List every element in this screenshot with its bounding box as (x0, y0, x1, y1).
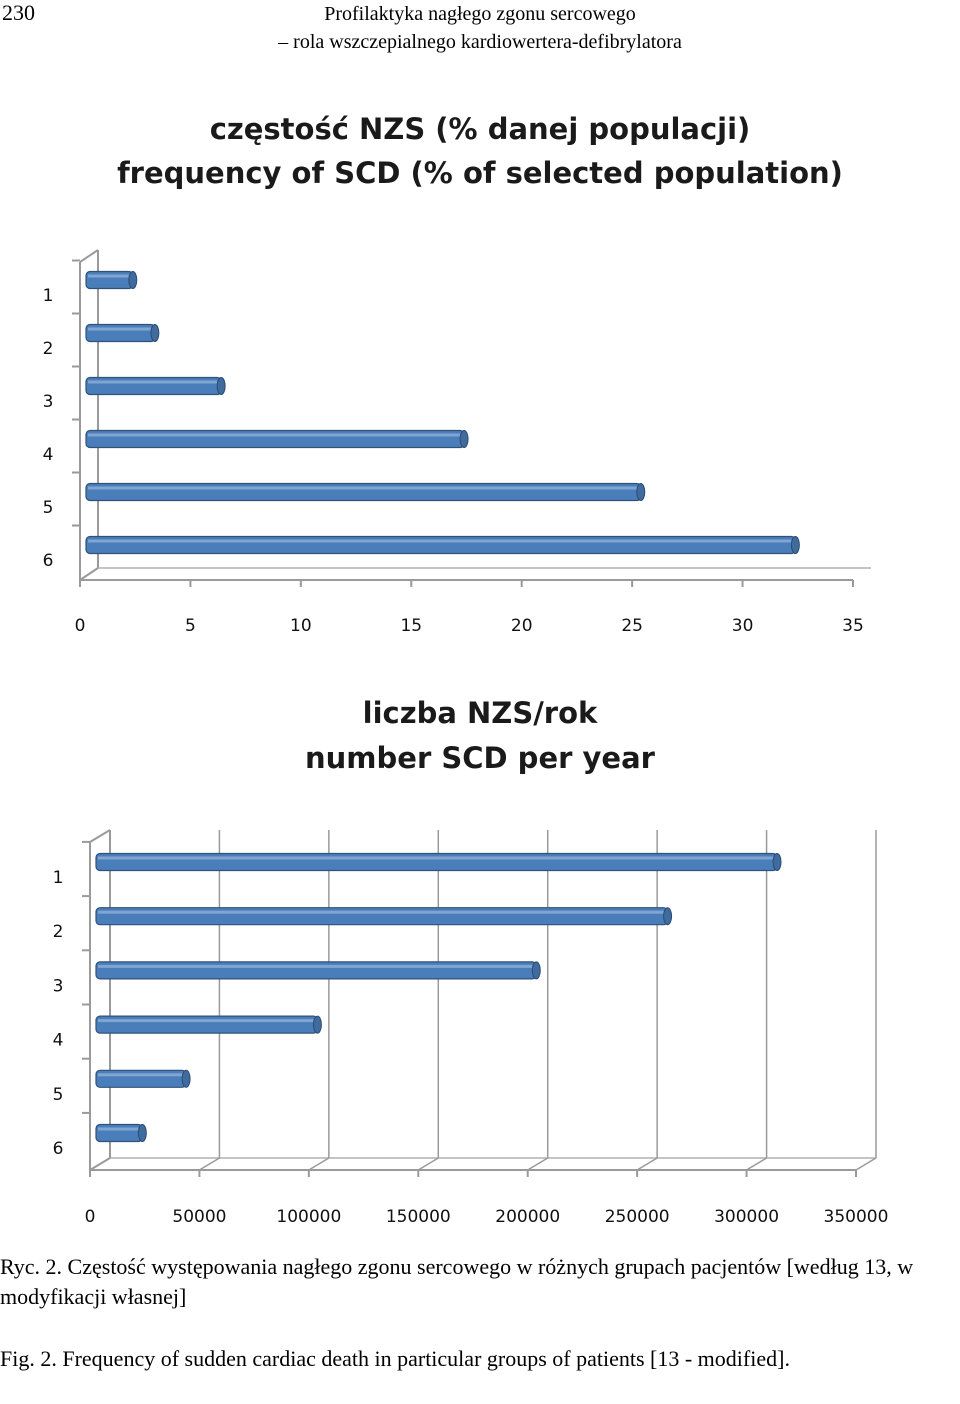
bar (85, 323, 156, 343)
x-tick-label: 30 (732, 616, 754, 636)
x-tick-label: 5 (185, 616, 196, 636)
figure-caption-english: Fig. 2. Frequency of sudden cardiac deat… (0, 1346, 790, 1371)
gridline-floor (89, 1157, 111, 1171)
running-title: Profilaktyka nagłego zgonu sercowego – r… (200, 0, 760, 56)
bar-end-cap (790, 536, 800, 554)
x-tick-label: 0 (75, 616, 86, 636)
category-label: 5 (53, 1085, 64, 1105)
category-label: 2 (43, 339, 54, 359)
x-tick-label: 20 (511, 616, 533, 636)
bar-highlight (88, 380, 218, 384)
x-tick-label: 15 (400, 616, 422, 636)
bar-highlight (98, 910, 664, 914)
category-label: 1 (43, 286, 54, 306)
x-tick-label: 35 (842, 616, 864, 636)
bar-end-cap (531, 961, 541, 980)
bar-end-cap (216, 377, 226, 395)
figure-caption-polish: Ryc. 2. Częstość występowania nagłego zg… (0, 1254, 914, 1309)
bar-end-cap (636, 483, 646, 501)
bar (95, 1015, 319, 1034)
bar-end-cap (312, 1015, 322, 1034)
gridline-floor (527, 1157, 549, 1171)
bar-end-cap (181, 1069, 191, 1088)
bar-highlight (88, 274, 129, 278)
x-tick-label: 150000 (386, 1207, 451, 1227)
category-label: 5 (43, 498, 54, 518)
category-label: 3 (53, 976, 64, 996)
bar (85, 376, 222, 396)
bar-end-cap (772, 853, 782, 871)
x-tick-label: 50000 (172, 1207, 226, 1227)
gridline-floor (308, 1157, 330, 1171)
bar-end-cap (137, 1124, 147, 1142)
bar (95, 852, 778, 872)
bar (95, 961, 537, 980)
bar-highlight (98, 1127, 139, 1131)
bar-end-cap (128, 271, 138, 289)
category-label: 6 (53, 1139, 64, 1159)
chart-frequency-scd: częstość NZS (% danej populacji) frequenc… (0, 95, 960, 655)
bar (85, 429, 465, 449)
bar-highlight (88, 539, 792, 543)
x-tick-label: 200000 (495, 1207, 560, 1227)
x-tick-label: 25 (621, 616, 643, 636)
bar-highlight (98, 1019, 314, 1023)
category-label: 3 (43, 392, 54, 412)
chart-title: częstość NZS (% danej populacji) (210, 112, 751, 146)
bar-highlight (98, 856, 774, 860)
bar-highlight (88, 433, 461, 437)
chart-number-scd-per-year: liczba NZS/rok number SCD per year 0 50000 1… (0, 690, 960, 1240)
chart-number-scd-per-year-svg: liczba NZS/rok number SCD per year 0 50000 1… (53, 696, 889, 1227)
running-title-line-1: Profilaktyka nagłego zgonu sercowego (324, 3, 636, 25)
gridline-floor (636, 1157, 658, 1171)
floor-edge-left (79, 567, 99, 581)
chart-frequency-scd-svg: częstość NZS (% danej populacji) frequenc… (43, 112, 871, 636)
x-tick-label: 300000 (714, 1207, 779, 1227)
chart-subtitle: frequency of SCD (% of selected populati… (117, 156, 843, 190)
category-label: 4 (43, 445, 54, 465)
running-title-line-2: – rola wszczepialnego kardiowertera-defi… (278, 31, 682, 53)
category-label: 2 (53, 922, 64, 942)
category-label: 4 (53, 1031, 64, 1051)
category-label: 6 (43, 551, 54, 571)
bar-highlight (98, 964, 533, 968)
bar-end-cap (459, 430, 469, 448)
gridline-floor (746, 1157, 767, 1171)
x-tick-label: 10 (290, 616, 312, 636)
bar-end-cap (663, 907, 673, 926)
gridline-floor (199, 1157, 220, 1171)
x-tick-label: 0 (85, 1207, 96, 1227)
category-label: 1 (53, 868, 64, 888)
bar (85, 535, 796, 555)
bar-highlight (88, 486, 637, 490)
axis-top-edge (79, 249, 99, 263)
bar (85, 482, 642, 502)
bar-end-cap (150, 324, 160, 342)
bar-highlight (88, 327, 151, 331)
axis-top-edge (89, 829, 111, 843)
gridline-floor (417, 1157, 439, 1171)
chart-title: liczba NZS/rok (363, 696, 598, 730)
page-number: 230 (2, 0, 35, 25)
gridline-floor (855, 1157, 877, 1171)
bar (95, 907, 669, 926)
x-tick-label: 250000 (605, 1207, 670, 1227)
bar (85, 270, 134, 290)
bar-highlight (98, 1073, 183, 1077)
bar (95, 1123, 143, 1143)
chart-subtitle: number SCD per year (305, 741, 656, 775)
x-tick-label: 350000 (824, 1207, 889, 1227)
bar (95, 1069, 187, 1088)
x-tick-label: 100000 (276, 1207, 341, 1227)
